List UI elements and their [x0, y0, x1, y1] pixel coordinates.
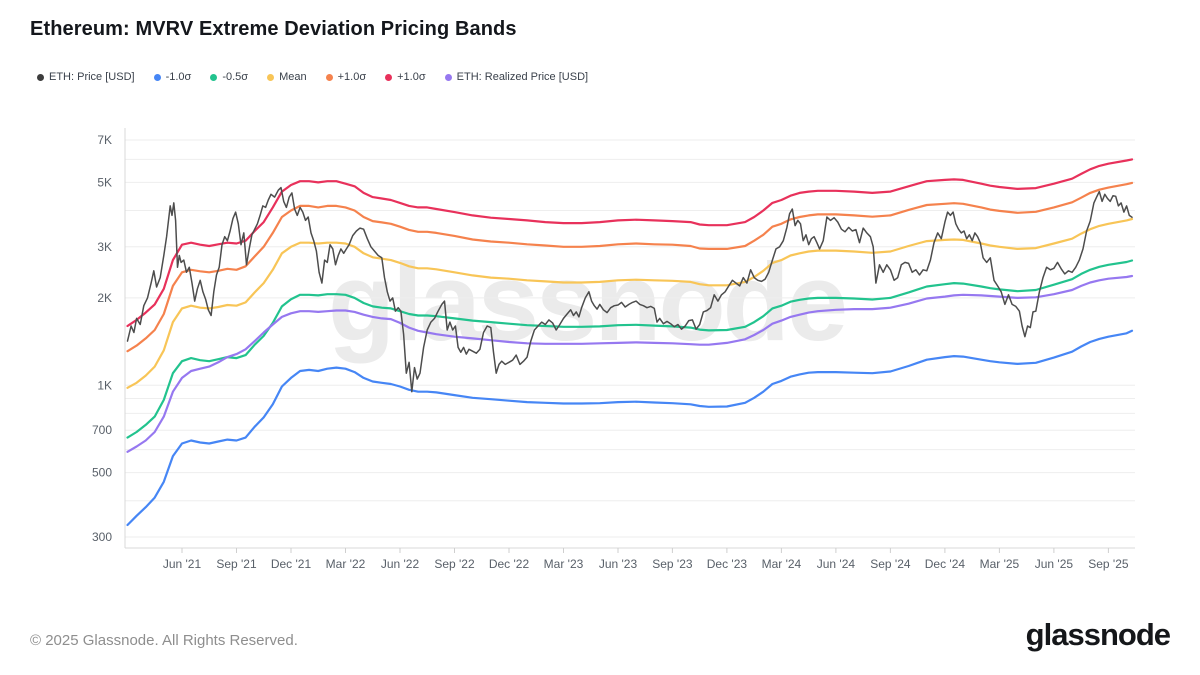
x-tick-label: Mar '23	[544, 557, 584, 571]
x-tick-label: Jun '25	[1035, 557, 1074, 571]
legend-label: +1.0σ	[337, 71, 367, 83]
series-minus-0-5-sigma[interactable]	[126, 259, 1134, 439]
y-tick-label: 3K	[97, 240, 112, 254]
y-tick-label: 5K	[97, 175, 112, 189]
x-tick-label: Mar '25	[980, 557, 1020, 571]
y-tick-label: 500	[92, 466, 112, 480]
x-tick-label: Dec '24	[925, 557, 966, 571]
legend-dot	[267, 73, 275, 81]
glassnode-logo: glassnode	[1025, 617, 1171, 652]
series-plus-1-0-sigma[interactable]	[126, 181, 1134, 353]
legend-item-0[interactable]: ETH: Price [USD]	[37, 71, 135, 83]
legend-dot	[385, 73, 393, 81]
legend-item-4[interactable]: +1.0σ	[325, 71, 367, 83]
legend-dot	[37, 73, 44, 81]
y-tick-label: 1K	[97, 378, 112, 392]
series-eth-price[interactable]	[126, 186, 1133, 393]
legend-item-6[interactable]: ETH: Realized Price [USD]	[444, 71, 589, 83]
x-tick-label: Dec '23	[707, 557, 748, 571]
glassnode-watermark: glassnode	[328, 241, 848, 364]
x-tick-label: Sep '22	[434, 557, 475, 571]
legend-label: Mean	[279, 71, 307, 83]
legend-item-5[interactable]: +1.0σ	[385, 71, 426, 83]
series-eth-realized-price[interactable]	[126, 274, 1134, 453]
x-tick-label: Dec '22	[489, 557, 530, 571]
y-tick-label: 300	[92, 530, 112, 544]
legend-item-3[interactable]: Mean	[267, 71, 307, 83]
copyright-text: © 2025 Glassnode. All Rights Reserved.	[30, 632, 298, 649]
legend-dot	[210, 73, 218, 81]
legend-item-2[interactable]: -0.5σ	[210, 71, 248, 83]
series-minus-1-0-sigma[interactable]	[126, 329, 1134, 527]
legend-label: ETH: Realized Price [USD]	[456, 71, 589, 83]
x-tick-label: Dec '21	[271, 557, 312, 571]
legend-label: -0.5σ	[222, 71, 249, 83]
x-tick-label: Jun '21	[163, 557, 202, 571]
x-tick-label: Jun '24	[817, 557, 856, 571]
legend-label: +1.0σ	[397, 71, 426, 83]
legend-label: -1.0σ	[165, 71, 192, 83]
x-tick-label: Mar '24	[762, 557, 802, 571]
legend-dot	[325, 73, 333, 81]
legend-dot	[444, 73, 452, 81]
y-tick-label: 7K	[97, 133, 112, 147]
x-tick-label: Mar '22	[326, 557, 366, 571]
series-mean[interactable]	[126, 217, 1134, 389]
x-tick-label: Sep '21	[216, 557, 257, 571]
legend-item-1[interactable]: -1.0σ	[153, 71, 192, 83]
chart-legend: ETH: Price [USD] -1.0σ -0.5σ Mean +1.0σ +1.0σ…	[37, 71, 588, 83]
x-tick-label: Sep '25	[1088, 557, 1129, 571]
x-tick-label: Sep '23	[652, 557, 693, 571]
y-tick-label: 700	[92, 423, 112, 437]
y-tick-label: 2K	[97, 291, 112, 305]
x-tick-label: Sep '24	[870, 557, 911, 571]
x-tick-label: Jun '22	[381, 557, 420, 571]
x-tick-label: Jun '23	[599, 557, 638, 571]
page-title: Ethereum: MVRV Extreme Deviation Pricing…	[30, 18, 517, 40]
legend-label: ETH: Price [USD]	[49, 71, 135, 83]
legend-dot	[153, 73, 161, 81]
